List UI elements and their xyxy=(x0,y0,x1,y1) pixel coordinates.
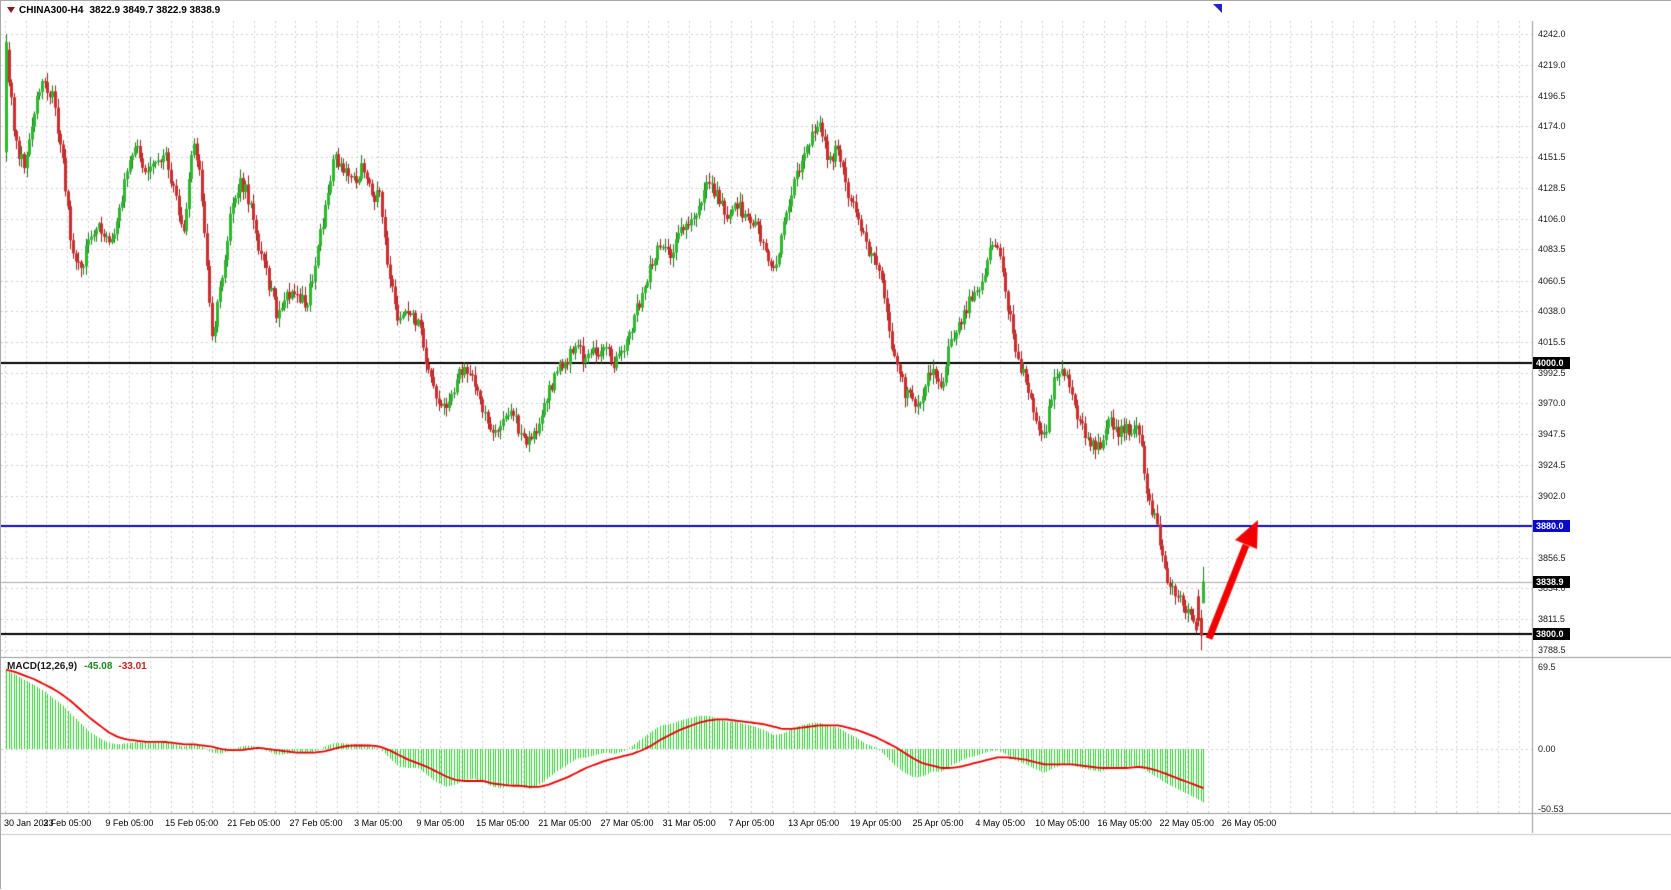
price-tick-label: 3856.5 xyxy=(1538,552,1566,563)
price-tick-label: 4106.0 xyxy=(1538,213,1566,224)
price-tick-label: 3902.0 xyxy=(1538,490,1566,501)
time-axis-label: 9 Feb 05:00 xyxy=(105,818,154,828)
price-tick-label: 4242.0 xyxy=(1538,29,1566,39)
price-tick-label: 4060.5 xyxy=(1538,275,1566,286)
time-axis-label: 4 May 05:00 xyxy=(975,818,1025,828)
scroll-to-end-icon[interactable] xyxy=(1213,4,1222,13)
time-axis-label: 16 May 05:00 xyxy=(1097,818,1152,828)
time-axis-label: 30 Jan 2023 xyxy=(4,818,54,828)
macd-axis-label: 69.5 xyxy=(1538,661,1556,672)
time-axis-label: 3 Feb 05:00 xyxy=(43,818,92,828)
price-badge: 3800.0 xyxy=(1533,628,1570,641)
price-tick-label: 4015.5 xyxy=(1538,336,1566,347)
macd-axis-label: -50.53 xyxy=(1538,803,1564,814)
time-axis-label: 22 May 05:00 xyxy=(1159,818,1215,828)
macd-axis-label: 0.00 xyxy=(1538,744,1556,755)
price-tick-label: 4151.5 xyxy=(1538,151,1566,162)
time-axis-label: 19 Apr 05:00 xyxy=(850,818,902,828)
time-axis-label: 27 Mar 05:00 xyxy=(600,818,654,828)
time-axis-label: 27 Feb 05:00 xyxy=(289,818,343,828)
price-tick-label: 4128.5 xyxy=(1538,183,1566,194)
price-tick-label: 4174.0 xyxy=(1538,121,1566,132)
time-axis-label: 7 Apr 05:00 xyxy=(728,818,775,828)
symbol-marker-icon xyxy=(7,7,15,13)
time-axis-label: 21 Mar 05:00 xyxy=(538,818,592,828)
price-tick-label: 3811.5 xyxy=(1538,613,1565,624)
price-tick-label: 3834.0 xyxy=(1538,583,1566,594)
ohlc-values: 3822.9 3849.7 3822.9 3838.9 xyxy=(89,5,221,16)
price-badge: 4000.0 xyxy=(1533,356,1570,369)
price-tick-label: 3992.5 xyxy=(1538,367,1566,378)
time-axis-label: 10 May 05:00 xyxy=(1035,818,1090,828)
macd-signal-value: -33.01 xyxy=(118,661,147,672)
time-axis-label: 26 May 05:00 xyxy=(1221,818,1277,828)
symbol-period-label: CHINA300-H4 xyxy=(19,5,84,16)
macd-name: MACD(12,26,9) xyxy=(7,661,78,672)
price-tick-label: 4083.5 xyxy=(1538,244,1566,255)
time-axis-label: 25 Apr 05:00 xyxy=(912,818,964,828)
time-axis-label: 15 Mar 05:00 xyxy=(476,818,530,828)
time-axis-label: 15 Feb 05:00 xyxy=(165,818,219,828)
price-tick-label: 3788.5 xyxy=(1538,644,1566,655)
price-badge: 3880.0 xyxy=(1533,519,1570,532)
price-tick-label: 4038.0 xyxy=(1538,306,1566,317)
macd-main-value: -45.08 xyxy=(84,661,113,672)
time-axis-label: 3 Mar 05:00 xyxy=(354,818,403,828)
time-axis-label: 13 Apr 05:00 xyxy=(788,818,840,828)
time-axis-label: 21 Feb 05:00 xyxy=(227,818,281,828)
price-tick-label: 3947.5 xyxy=(1538,429,1566,440)
symbol-info: CHINA300-H4 3822.9 3849.7 3822.9 3838.9 xyxy=(7,5,220,16)
price-tick-label: 3924.5 xyxy=(1538,460,1566,471)
price-badge: 3838.9 xyxy=(1533,575,1570,588)
time-axis-label: 31 Mar 05:00 xyxy=(662,818,716,828)
macd-indicator-label: MACD(12,26,9) -45.08 -33.01 xyxy=(7,661,147,672)
price-tick-label: 4196.5 xyxy=(1538,90,1566,101)
price-tick-label: 4219.0 xyxy=(1538,60,1566,71)
price-tick-label: 3970.0 xyxy=(1538,398,1566,409)
time-axis-label: 9 Mar 05:00 xyxy=(416,818,465,828)
